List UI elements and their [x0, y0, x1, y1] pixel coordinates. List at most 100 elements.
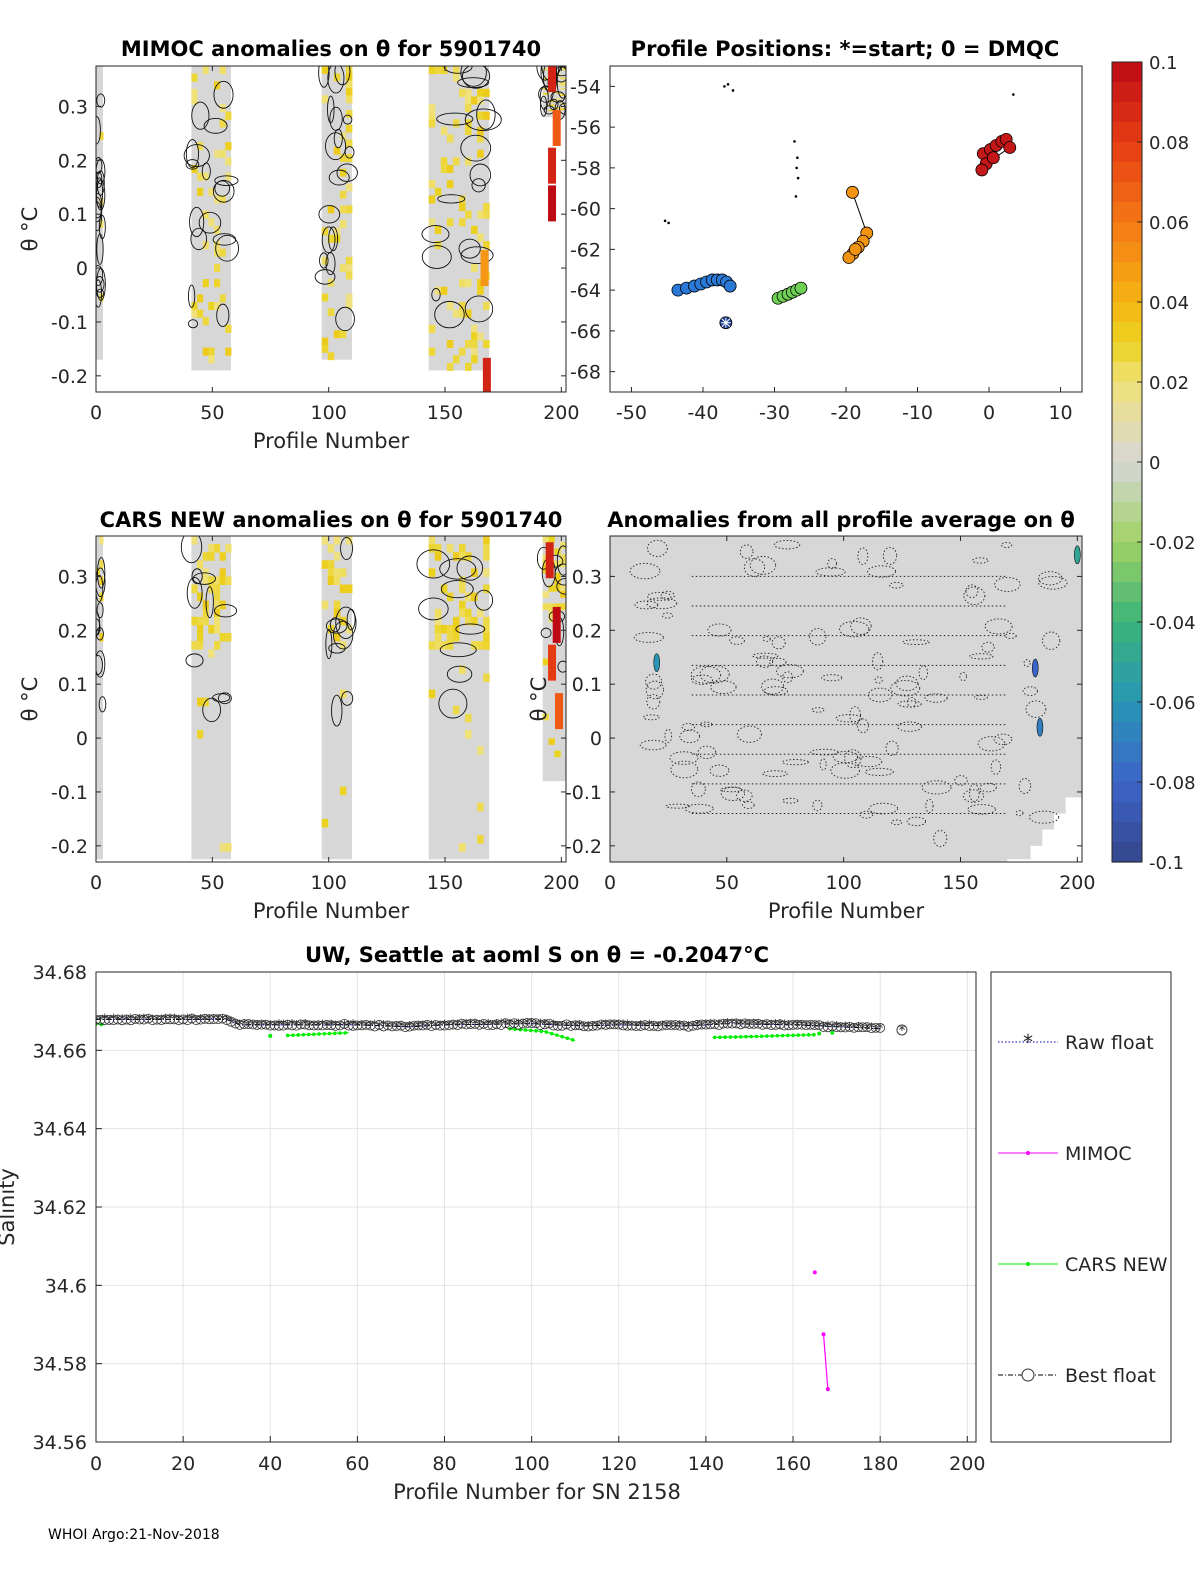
anomaly-cell [560, 87, 566, 90]
y-tick-label: -62 [570, 239, 601, 261]
anomaly-cell [345, 110, 353, 118]
contour-line [96, 93, 106, 108]
anomaly-cell [219, 568, 226, 577]
colorbar-cell [1112, 542, 1142, 563]
contour-line [96, 574, 104, 603]
contour-line [438, 688, 468, 719]
anomaly-cell [345, 80, 353, 89]
dotted-contour [918, 665, 929, 681]
colorbar: 0.1 0.08 0.06 0.04 0.02 0 -0.02 -0.04 -0.06 -0.08… [1111, 53, 1196, 874]
legend-label: Best float [1065, 1365, 1156, 1387]
anomaly-cell [560, 77, 566, 80]
anomaly-cell [471, 96, 478, 105]
cars-marker [817, 1031, 822, 1036]
cars-y-axis: -0.2 -0.1 0 0.1 0.2 0.3 [51, 566, 566, 858]
anomaly-cell [345, 300, 353, 309]
profile-position-marker [723, 279, 737, 293]
anomaly-cell [452, 157, 460, 166]
dotted-contour [646, 597, 678, 610]
colorbar-cell [1112, 302, 1142, 323]
anomaly-cell [333, 600, 341, 610]
dotted-contour [868, 802, 899, 815]
y-tick-label: 0 [76, 258, 88, 280]
anomaly-cell [208, 544, 215, 553]
anomaly-cell [446, 134, 454, 143]
dotted-contour [664, 728, 673, 743]
anomaly-cell [560, 591, 566, 598]
dotted-contour [761, 678, 785, 695]
contour-line [327, 66, 345, 94]
start-star-icon [720, 317, 731, 328]
anomaly-cell [483, 624, 490, 634]
dotted-contour [639, 739, 667, 751]
dotted-contour [835, 714, 863, 723]
anomaly-cell [434, 632, 442, 642]
anomaly-cell [458, 843, 466, 852]
dotted-contour [1000, 541, 1013, 548]
x-tick-label: 150 [427, 402, 463, 424]
anomaly-cell [208, 347, 215, 356]
anomaly-cell [434, 241, 442, 250]
cars-marker [744, 1034, 748, 1039]
anomaly-cell [333, 73, 341, 82]
positions-y-axis: -54 -56 -58 -60 -62 -64 -66 -68 [570, 76, 615, 384]
y-tick-label: -56 [570, 117, 601, 139]
anomaly-cell [471, 641, 478, 650]
x-tick-label: 0 [90, 1453, 102, 1475]
anomaly-cell [477, 210, 484, 219]
anomaly-cell [202, 279, 209, 288]
dotted-contour [867, 687, 893, 703]
anomaly-cell [345, 88, 353, 96]
colorbar-tick-label: -0.06 [1149, 693, 1196, 714]
dmqc-mark [795, 166, 798, 170]
anomaly-cell [99, 576, 104, 585]
contour-line [556, 578, 566, 595]
contour-line [96, 611, 101, 635]
anomaly-cell [471, 263, 478, 273]
colorbar-tick-label: 0.08 [1149, 133, 1189, 154]
anomaly-cell [225, 142, 232, 151]
anomaly-cell [197, 729, 204, 739]
cars-marker [560, 1034, 564, 1039]
anomaly-cell [446, 164, 454, 174]
anomaly-cell [321, 95, 329, 104]
anomaly-cell [483, 641, 490, 650]
data-block [96, 536, 103, 860]
cars-marker [718, 1035, 722, 1040]
dotted-contour [925, 798, 934, 813]
anomaly-cell [465, 592, 472, 602]
x-tick-label: 140 [688, 1453, 724, 1475]
anomaly-cell [483, 536, 490, 545]
dotted-contour [739, 544, 754, 559]
anomaly-cell [548, 109, 555, 112]
y-tick-label: 34.66 [33, 1040, 87, 1062]
anomaly-cell [440, 624, 448, 634]
raw-float-marker: * [698, 1020, 705, 1035]
anomaly-cell [434, 616, 442, 626]
anomaly-cell [452, 632, 460, 642]
y-tick-label: 34.56 [33, 1432, 87, 1454]
salinity-title: UW, Seattle at aoml S on θ = -0.2047°C [305, 943, 769, 967]
anomaly-cell [202, 66, 209, 75]
contour-line [96, 288, 105, 298]
contour-line [556, 66, 566, 99]
dotted-contour [646, 539, 668, 557]
dotted-contour [967, 804, 996, 815]
contour-line [213, 604, 238, 618]
contour-line [214, 180, 231, 197]
raw-float-marker: * [859, 1022, 866, 1037]
dotted-contour [776, 664, 804, 679]
dotted-contour [763, 686, 789, 696]
anomaly-cell [428, 111, 436, 120]
y-tick-label: 0.2 [58, 620, 88, 642]
colorbar-cell [1112, 662, 1142, 683]
dotted-contour [710, 680, 737, 694]
anomaly-cell [560, 108, 566, 111]
colorbar-tick-label: 0.02 [1149, 373, 1189, 394]
anomaly-cell [434, 641, 442, 650]
colorbar-cell [1112, 682, 1142, 703]
dmqc-mark [1012, 93, 1015, 96]
y-tick-label: 0.1 [572, 674, 602, 696]
positions-x-axis: -50 -40 -30 -20 -10 0 10 [616, 387, 1073, 424]
anomaly-cell [213, 279, 221, 288]
